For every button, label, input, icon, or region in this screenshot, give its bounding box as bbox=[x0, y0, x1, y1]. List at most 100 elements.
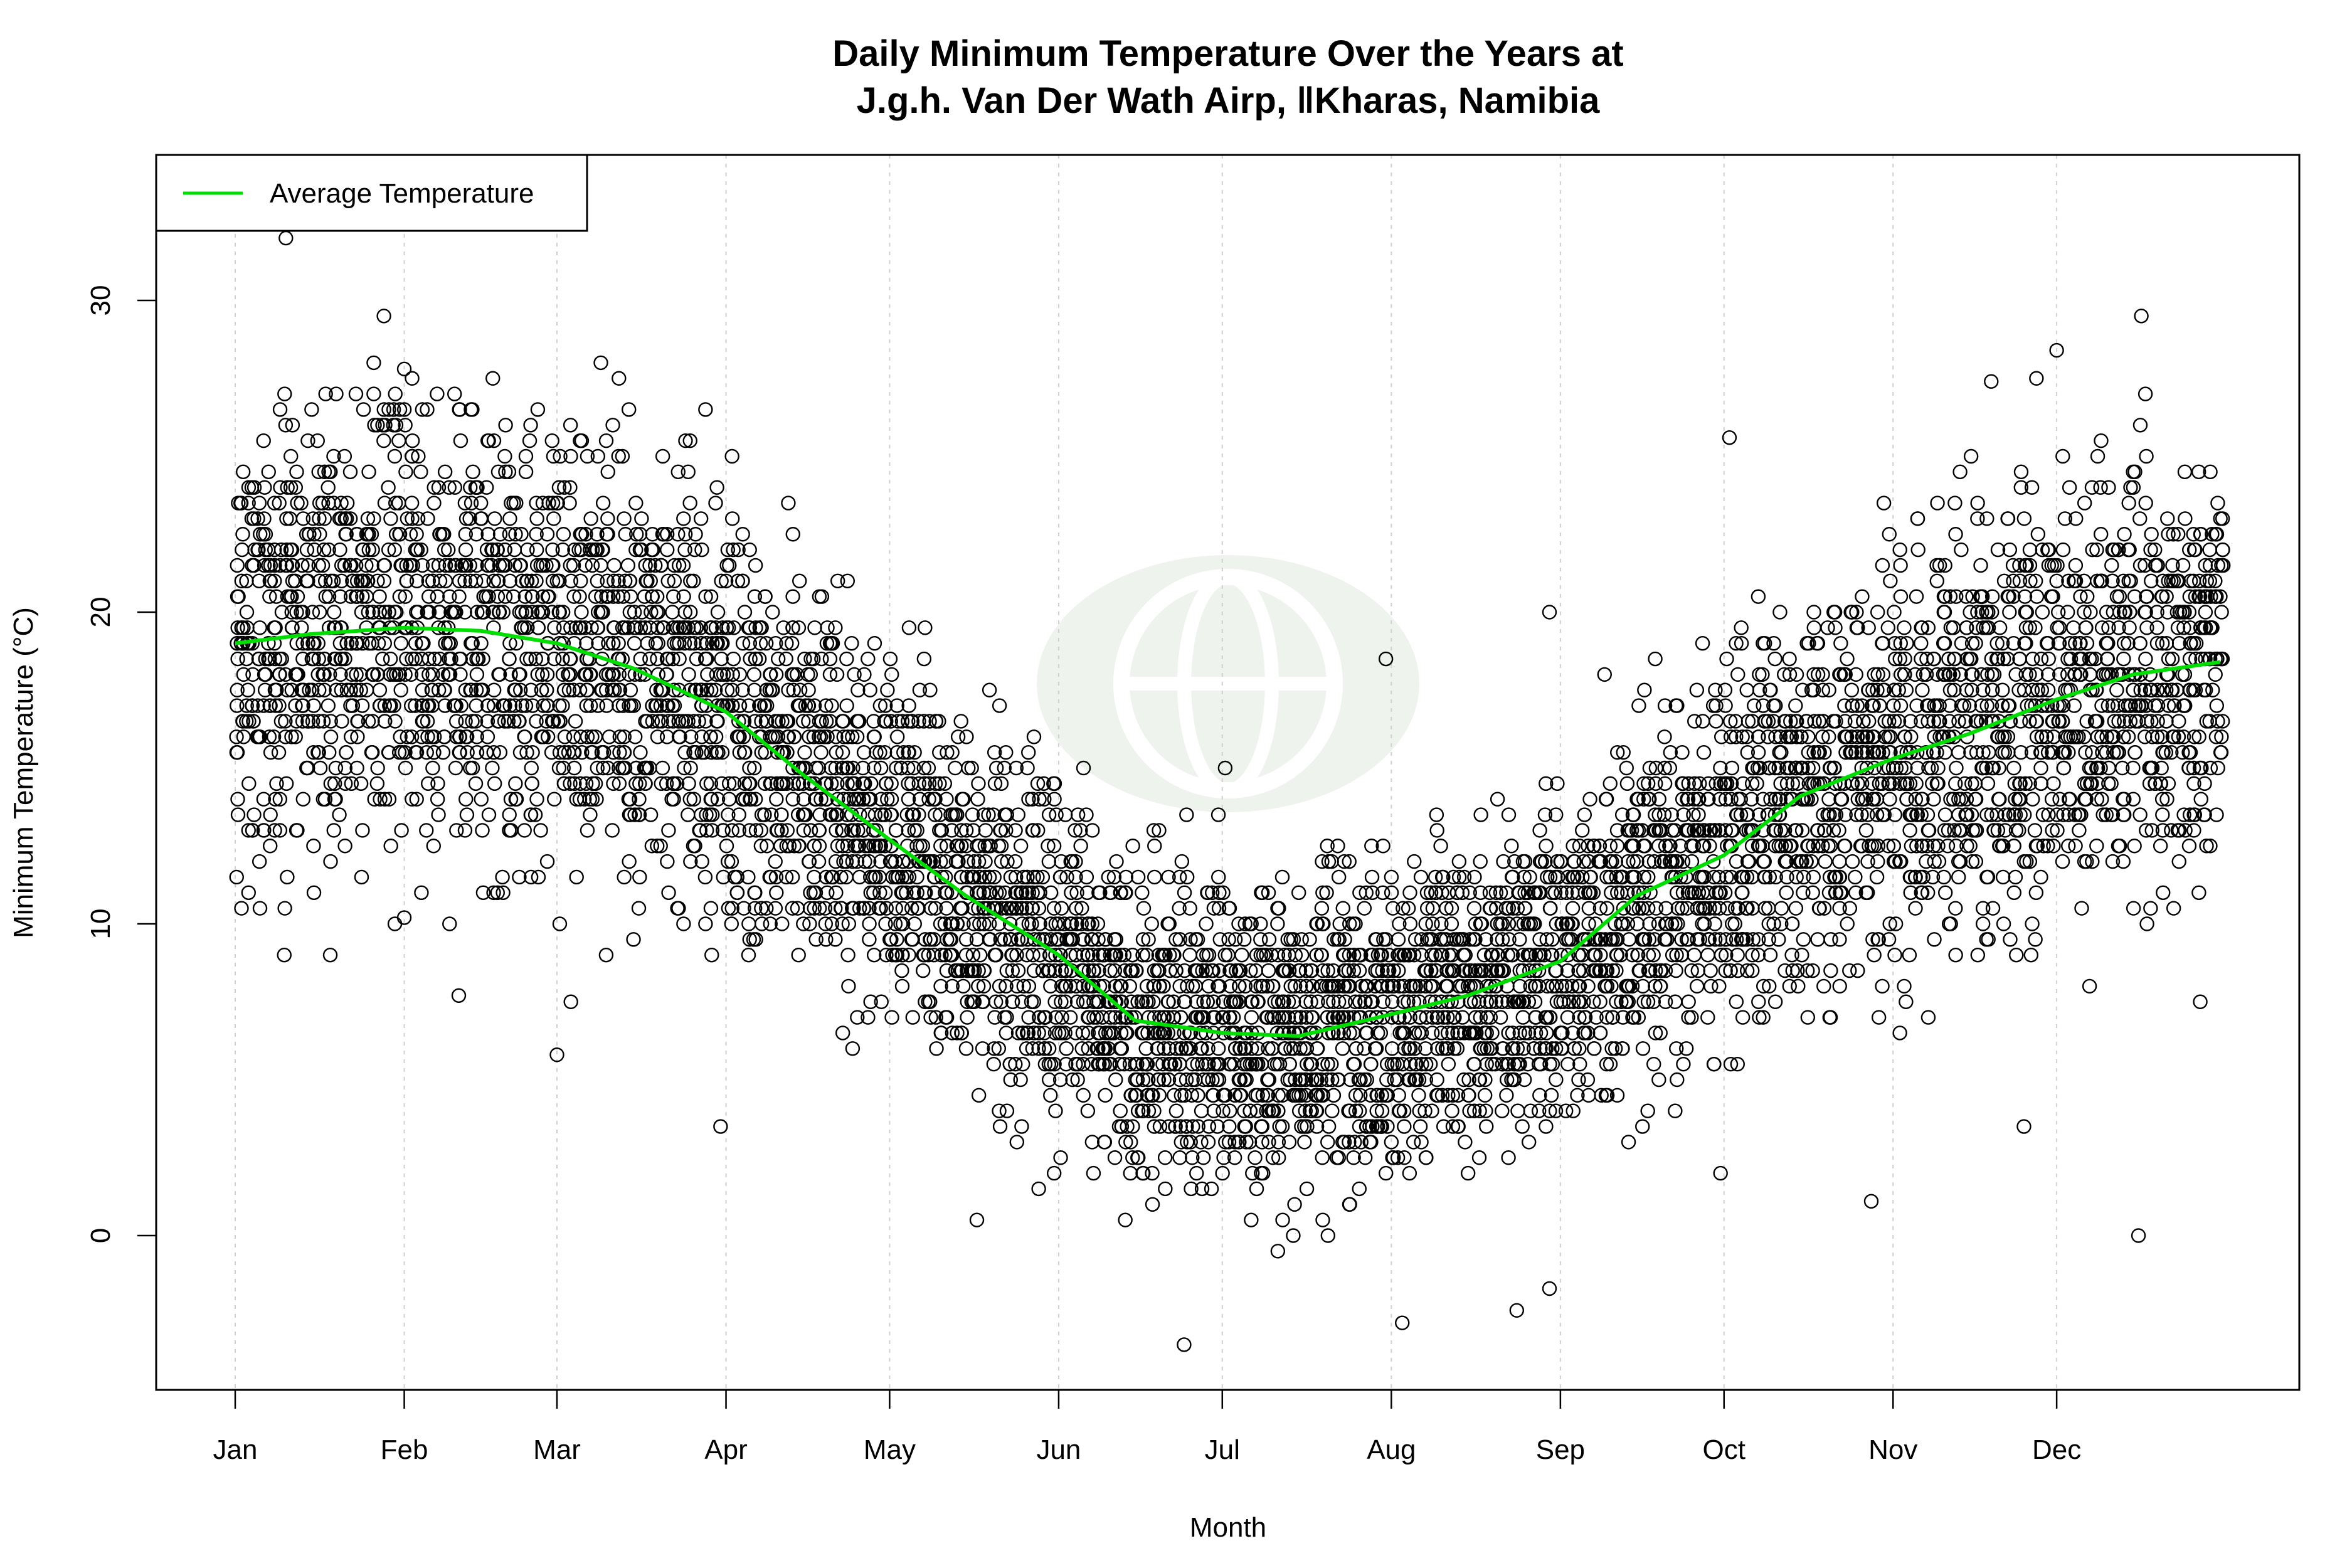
data-point bbox=[300, 433, 315, 448]
data-point bbox=[643, 807, 659, 822]
data-point bbox=[607, 573, 622, 588]
data-point bbox=[682, 495, 697, 511]
data-point bbox=[905, 1010, 920, 1025]
data-point bbox=[568, 714, 583, 729]
data-point bbox=[691, 714, 706, 729]
data-point bbox=[1875, 558, 1890, 573]
data-point bbox=[262, 651, 277, 667]
data-point bbox=[480, 558, 495, 573]
data-point bbox=[233, 495, 249, 511]
data-point bbox=[653, 839, 668, 854]
data-point bbox=[708, 495, 723, 511]
data-point bbox=[655, 448, 670, 464]
data-point bbox=[1832, 978, 1847, 994]
data-point bbox=[1696, 744, 1712, 760]
data-point bbox=[845, 1041, 861, 1056]
data-point bbox=[353, 682, 368, 697]
data-point bbox=[339, 527, 354, 542]
data-point bbox=[1275, 1212, 1290, 1227]
data-point bbox=[1752, 667, 1767, 682]
data-point bbox=[557, 729, 573, 744]
data-point bbox=[344, 667, 359, 682]
data-point bbox=[531, 869, 546, 885]
data-point bbox=[1387, 1072, 1402, 1088]
data-point bbox=[1272, 1119, 1287, 1134]
data-point bbox=[959, 729, 974, 744]
data-point bbox=[503, 792, 519, 807]
data-point bbox=[637, 620, 653, 635]
data-point bbox=[707, 682, 723, 697]
data-point bbox=[1182, 947, 1197, 963]
data-point bbox=[529, 573, 544, 588]
data-point bbox=[1064, 885, 1079, 901]
data-point bbox=[1411, 1088, 1426, 1103]
data-point bbox=[337, 839, 352, 854]
data-point bbox=[671, 558, 687, 573]
data-point bbox=[563, 994, 578, 1009]
data-point bbox=[839, 698, 854, 713]
data-point bbox=[992, 698, 1007, 713]
data-point bbox=[261, 464, 276, 480]
data-point bbox=[622, 698, 637, 713]
data-point bbox=[591, 635, 606, 651]
data-point bbox=[376, 309, 391, 324]
data-point bbox=[620, 558, 635, 573]
data-point bbox=[566, 558, 581, 573]
data-point bbox=[252, 729, 267, 744]
data-point bbox=[469, 573, 484, 588]
data-point bbox=[569, 869, 584, 885]
data-point bbox=[256, 792, 272, 807]
data-point bbox=[295, 792, 311, 807]
data-point bbox=[366, 355, 381, 371]
data-point bbox=[373, 792, 388, 807]
data-point bbox=[611, 573, 626, 588]
data-point bbox=[334, 620, 349, 635]
data-point bbox=[598, 947, 614, 963]
data-point bbox=[459, 807, 475, 822]
data-point bbox=[332, 807, 347, 822]
data-point bbox=[399, 573, 414, 588]
data-point bbox=[448, 760, 464, 776]
data-point bbox=[427, 651, 442, 667]
data-point bbox=[1499, 1088, 1514, 1103]
data-point bbox=[442, 916, 457, 931]
data-point bbox=[480, 433, 495, 448]
data-point bbox=[748, 558, 763, 573]
data-point bbox=[420, 729, 435, 744]
data-point bbox=[1237, 932, 1252, 947]
data-point bbox=[268, 620, 283, 635]
data-point bbox=[274, 605, 290, 620]
data-point bbox=[1580, 1072, 1596, 1088]
data-point bbox=[284, 589, 299, 604]
data-point bbox=[1910, 511, 1926, 526]
data-point bbox=[540, 729, 556, 744]
data-point bbox=[850, 714, 866, 729]
data-point bbox=[339, 495, 355, 511]
data-point bbox=[514, 698, 529, 713]
data-point bbox=[1274, 1119, 1290, 1134]
data-point bbox=[699, 807, 714, 822]
data-point bbox=[321, 589, 337, 604]
data-point bbox=[278, 776, 294, 792]
data-point bbox=[923, 682, 938, 697]
data-point bbox=[420, 511, 435, 526]
data-point bbox=[485, 371, 501, 386]
data-point bbox=[353, 776, 369, 792]
data-point bbox=[584, 744, 599, 760]
data-point bbox=[354, 869, 369, 885]
data-point bbox=[474, 605, 490, 620]
data-point bbox=[1402, 1165, 1417, 1181]
data-point bbox=[918, 620, 933, 635]
data-point bbox=[1844, 682, 1860, 697]
data-point bbox=[546, 511, 561, 526]
data-point bbox=[1828, 620, 1843, 635]
data-point bbox=[290, 495, 305, 511]
data-point bbox=[856, 744, 872, 760]
data-point bbox=[523, 869, 539, 885]
data-point bbox=[607, 558, 622, 573]
data-point bbox=[769, 792, 784, 807]
data-point bbox=[705, 635, 720, 651]
data-point bbox=[1892, 1025, 1907, 1041]
data-point bbox=[241, 480, 257, 495]
